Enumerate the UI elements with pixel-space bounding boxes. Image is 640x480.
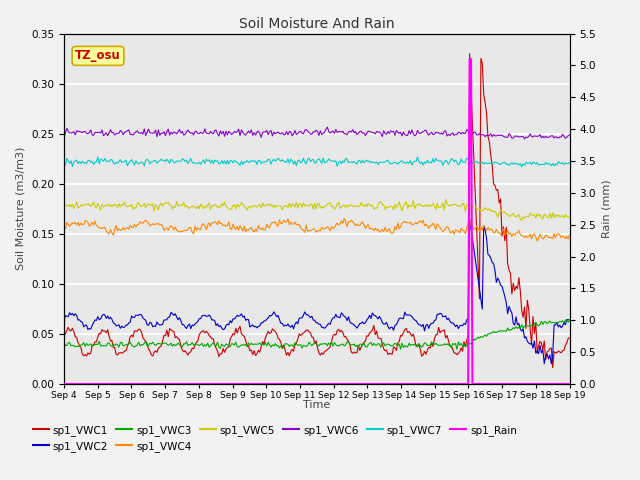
Text: TZ_osu: TZ_osu xyxy=(75,49,121,62)
Legend: sp1_VWC1, sp1_VWC2, sp1_VWC3, sp1_VWC4, sp1_VWC5, sp1_VWC6, sp1_VWC7, sp1_Rain: sp1_VWC1, sp1_VWC2, sp1_VWC3, sp1_VWC4, … xyxy=(29,420,521,456)
Y-axis label: Soil Moisture (m3/m3): Soil Moisture (m3/m3) xyxy=(15,147,26,271)
Y-axis label: Rain (mm): Rain (mm) xyxy=(602,180,611,238)
Title: Soil Moisture And Rain: Soil Moisture And Rain xyxy=(239,17,395,31)
X-axis label: Time: Time xyxy=(303,400,330,410)
